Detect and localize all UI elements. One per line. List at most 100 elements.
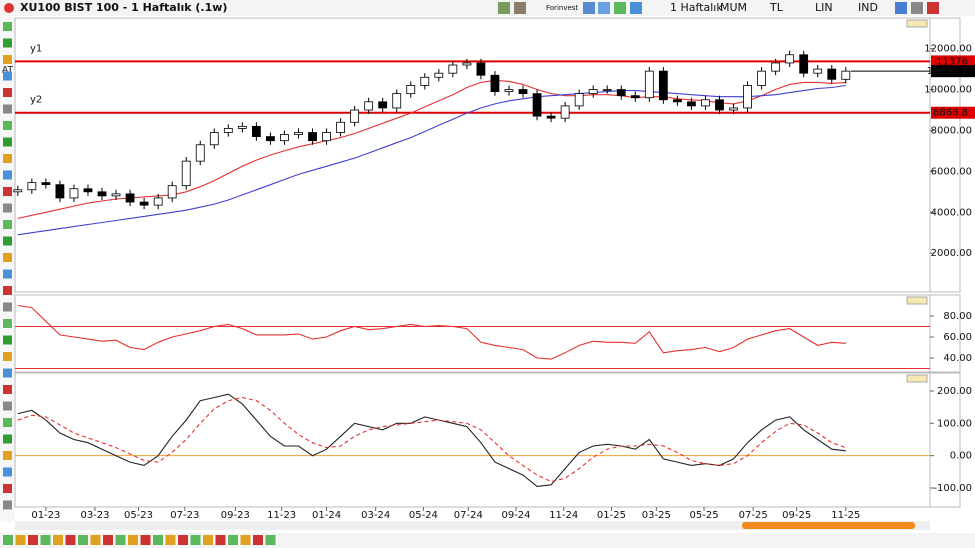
bottom-icon[interactable]	[140, 535, 151, 545]
bottom-icon[interactable]	[203, 535, 213, 545]
bottom-icon[interactable]	[53, 535, 63, 545]
candle-body	[560, 105, 570, 119]
indicator-line	[17, 396, 846, 483]
candle-body	[195, 144, 205, 162]
side-icon[interactable]	[3, 335, 12, 345]
x-tick-label: 05-23	[124, 510, 153, 521]
tool-icon[interactable]	[927, 2, 939, 14]
bottom-icon[interactable]	[90, 535, 101, 545]
bottom-icon[interactable]	[215, 535, 226, 545]
candle-body	[350, 109, 360, 123]
side-icon[interactable]	[3, 500, 12, 510]
side-icon[interactable]	[3, 104, 12, 114]
x-tick-label: 07-24	[454, 510, 483, 521]
tool-icon[interactable]	[614, 2, 626, 14]
side-icon[interactable]	[3, 154, 12, 163]
candle-body	[546, 115, 556, 119]
bottom-icon[interactable]	[253, 535, 263, 545]
candle-body	[448, 64, 458, 74]
close-icon[interactable]	[4, 3, 14, 13]
side-icon[interactable]	[3, 368, 12, 378]
side-icon[interactable]	[3, 286, 12, 295]
indicator-line	[17, 84, 846, 236]
line-value: 11376	[936, 56, 968, 67]
side-icon[interactable]	[3, 170, 12, 180]
scrollbar[interactable]	[15, 521, 930, 530]
tool-icon[interactable]	[583, 2, 595, 14]
panel-badge[interactable]	[906, 296, 928, 305]
x-tick-label: 09-24	[501, 510, 530, 521]
side-icon[interactable]	[3, 88, 12, 97]
side-icon[interactable]	[3, 467, 12, 477]
panel-badge[interactable]	[906, 374, 928, 383]
side-icon[interactable]	[3, 187, 12, 196]
side-icon[interactable]	[3, 236, 12, 246]
side-icon[interactable]	[3, 253, 12, 262]
bottom-icon[interactable]	[28, 535, 38, 545]
candle-body	[111, 193, 121, 197]
candle-body	[743, 85, 752, 109]
toolbar-button[interactable]: MUM	[720, 1, 747, 14]
bottom-icon[interactable]	[240, 535, 251, 545]
candle-body	[420, 76, 430, 86]
tool-icon[interactable]	[598, 2, 610, 14]
side-icon[interactable]	[3, 319, 12, 328]
side-icon[interactable]	[3, 137, 12, 147]
candle-body	[602, 89, 612, 91]
x-tick-label: 07-25	[739, 510, 768, 521]
line-value-box	[931, 55, 975, 68]
side-icon[interactable]	[3, 220, 12, 229]
side-icon[interactable]	[3, 352, 12, 361]
panel-badge[interactable]	[906, 19, 928, 28]
bottom-icon[interactable]	[40, 535, 51, 545]
side-icon[interactable]	[3, 484, 12, 493]
candle-body	[55, 184, 65, 199]
tool-icon[interactable]	[895, 2, 907, 14]
side-icon[interactable]	[3, 401, 12, 411]
bottom-icon[interactable]	[15, 535, 26, 545]
tool-icon[interactable]	[911, 2, 923, 14]
x-tick-label: 01-23	[31, 510, 60, 521]
bottom-icon[interactable]	[78, 535, 88, 545]
side-icon[interactable]	[3, 121, 12, 130]
tool-icon[interactable]	[514, 2, 526, 14]
candle-body	[757, 70, 766, 86]
toolbar-button[interactable]: 1 Haftalık	[670, 1, 723, 14]
side-icon[interactable]	[3, 22, 12, 31]
x-tick-label: 09-23	[221, 510, 250, 521]
bottom-icon[interactable]	[178, 535, 188, 545]
side-icon[interactable]	[3, 55, 12, 64]
last-price: 10898.7	[927, 66, 968, 77]
tool-icon[interactable]	[630, 2, 642, 14]
bottom-icon[interactable]	[265, 535, 276, 545]
bottom-icon[interactable]	[128, 535, 138, 545]
side-icon[interactable]	[3, 302, 12, 312]
side-icon[interactable]	[3, 434, 12, 444]
bottom-icon[interactable]	[153, 535, 163, 545]
scroll-thumb[interactable]	[742, 522, 915, 529]
toolbar-button[interactable]: LIN	[815, 1, 833, 14]
tool-icon[interactable]	[498, 2, 510, 14]
bottom-icon[interactable]	[65, 535, 76, 545]
bottom-icon[interactable]	[3, 535, 13, 545]
bottom-icon[interactable]	[165, 535, 176, 545]
side-icon[interactable]	[3, 418, 12, 427]
bottom-icon[interactable]	[115, 535, 126, 545]
side-icon[interactable]	[3, 203, 12, 213]
side-icon[interactable]	[3, 451, 12, 460]
side-icon[interactable]	[3, 38, 12, 48]
candle-body	[715, 99, 724, 111]
side-icon[interactable]	[3, 71, 12, 81]
bottom-icon[interactable]	[190, 535, 201, 545]
toolbar-button[interactable]: TL	[769, 1, 784, 14]
side-icon[interactable]	[3, 385, 12, 394]
bottom-icon[interactable]	[103, 535, 113, 545]
toolbar-button[interactable]: IND	[858, 1, 878, 14]
side-icon[interactable]	[3, 269, 12, 279]
bottom-icon[interactable]	[228, 535, 238, 545]
line-name: y1	[30, 43, 42, 54]
side-tool[interactable]: AT	[2, 66, 13, 76]
y-tick-label: 6000.00	[931, 166, 972, 177]
